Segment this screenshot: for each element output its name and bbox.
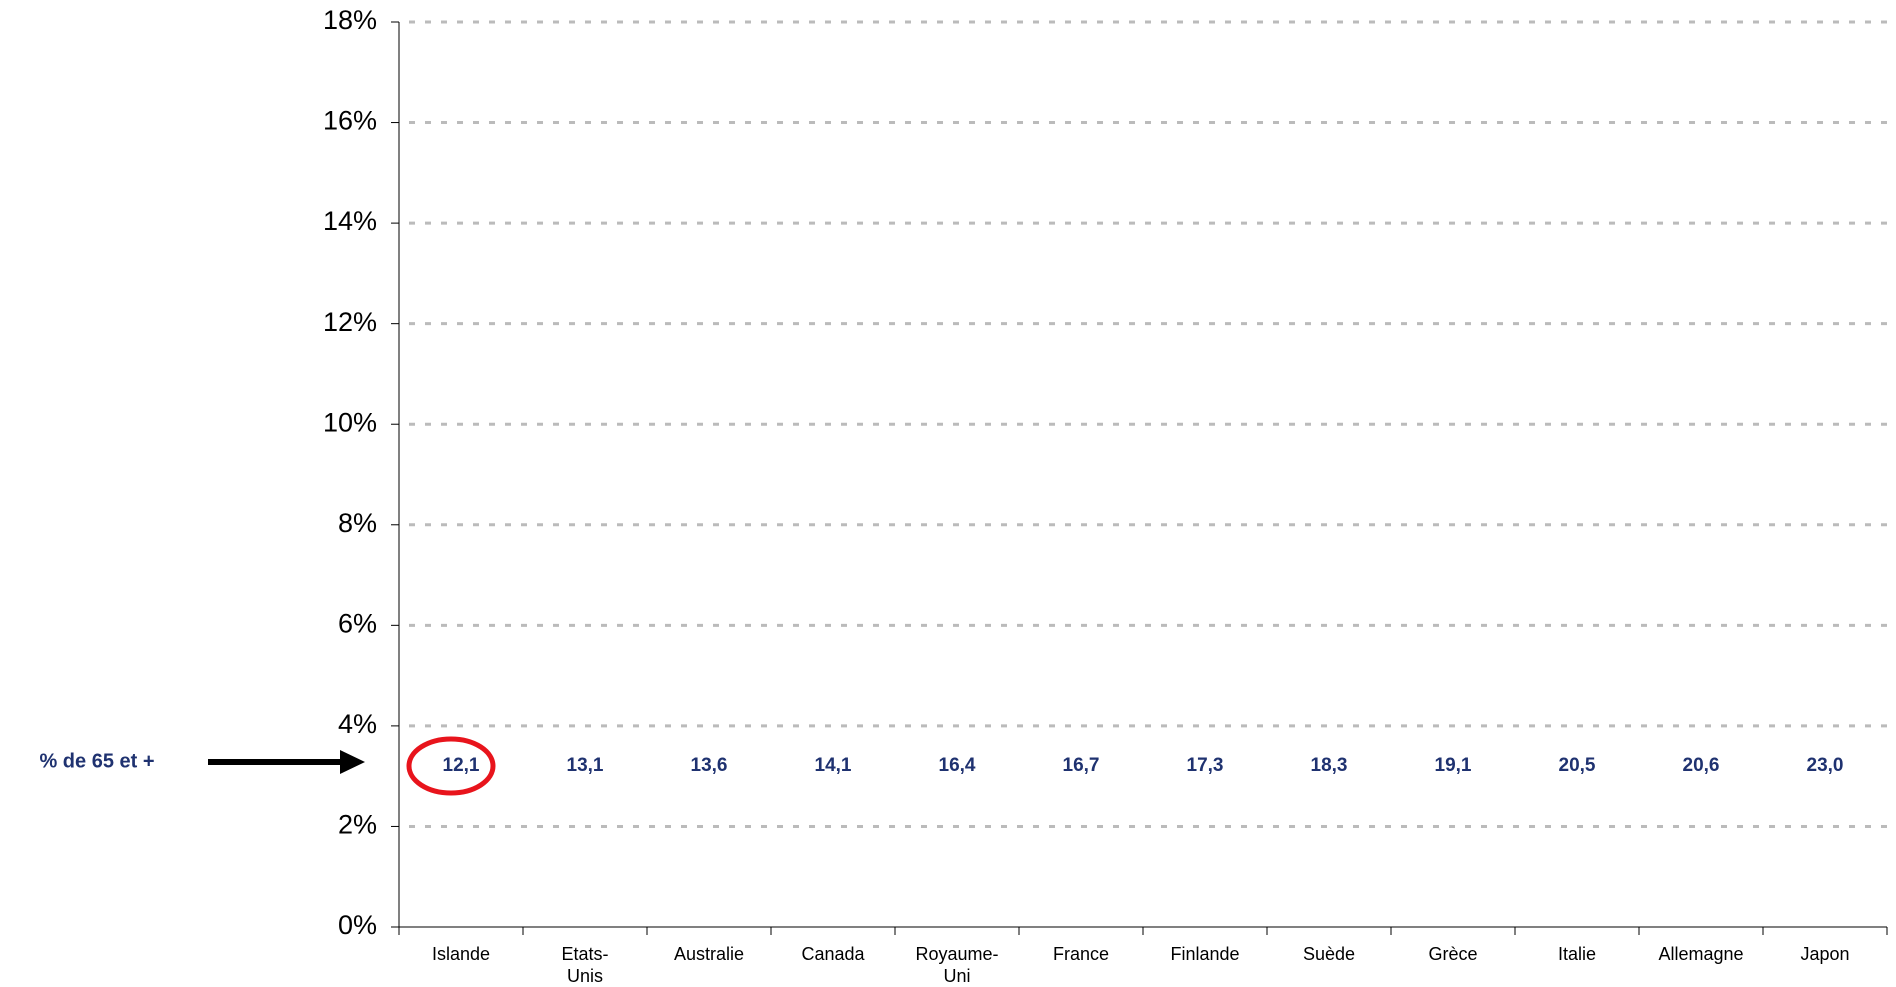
data-label: 17,3 xyxy=(1187,755,1224,776)
y-tick-label: 14% xyxy=(323,206,377,236)
x-tick-label: Italie xyxy=(1558,944,1596,964)
x-tick-label: Suède xyxy=(1303,944,1355,964)
x-tick-label: Australie xyxy=(674,944,744,964)
x-tick-label: Allemagne xyxy=(1658,944,1743,964)
annotation: % de 65 et + xyxy=(39,750,154,772)
y-tick-label: 16% xyxy=(323,106,377,136)
y-tick-label: 6% xyxy=(338,608,377,638)
y-tick-label: 0% xyxy=(338,910,377,940)
x-tick-label: Japon xyxy=(1800,944,1849,964)
data-label: 20,6 xyxy=(1683,755,1720,776)
data-label: 19,1 xyxy=(1435,755,1472,776)
y-tick-label: 8% xyxy=(338,508,377,538)
x-tick-label: Grèce xyxy=(1428,944,1477,964)
data-label: 16,4 xyxy=(939,755,976,776)
x-tick-label: Finlande xyxy=(1170,944,1239,964)
data-label: 16,7 xyxy=(1063,755,1100,776)
x-tick-label: Etats-Unis xyxy=(561,944,608,986)
x-tick-label: Canada xyxy=(801,944,865,964)
y-tick-label: 18% xyxy=(323,5,377,35)
data-label: 14,1 xyxy=(815,755,852,776)
data-label: 13,1 xyxy=(567,755,604,776)
highlight-circle xyxy=(406,736,496,796)
data-label: 12,1 xyxy=(443,755,480,776)
y-tick-label: 4% xyxy=(338,709,377,739)
data-label: 13,6 xyxy=(691,755,728,776)
data-label: 20,5 xyxy=(1559,755,1596,776)
data-label: 18,3 xyxy=(1311,755,1348,776)
arrow-head xyxy=(340,750,365,774)
data-label: 23,0 xyxy=(1807,755,1844,776)
x-tick-label: Islande xyxy=(432,944,490,964)
x-tick-label: Royaume-Uni xyxy=(915,944,998,986)
y-tick-label: 12% xyxy=(323,307,377,337)
x-tick-label: France xyxy=(1053,944,1109,964)
y-tick-label: 10% xyxy=(323,407,377,437)
y-tick-label: 2% xyxy=(338,810,377,840)
